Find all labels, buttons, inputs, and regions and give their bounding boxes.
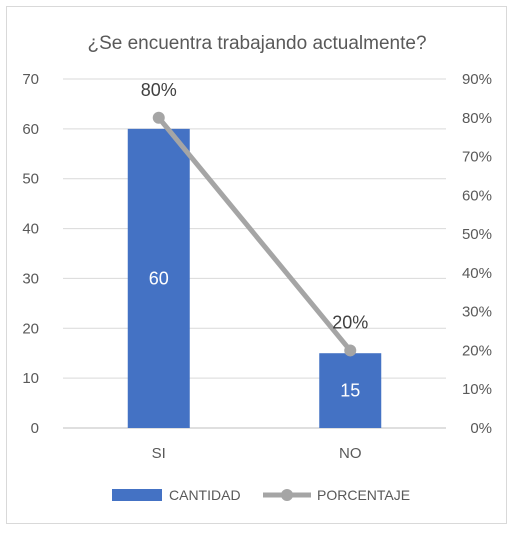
right-tick-label: 10% [462,381,492,398]
right-tick-label: 50% [462,226,492,243]
left-tick-label: 50 [22,171,39,188]
bar-value-label: 15 [340,381,360,401]
category-axis: SI NO [152,445,362,462]
percent-line: 80% 20% [141,80,368,357]
chart-frame: ¿Se encuentra trabajando actualmente? 0 1… [6,6,507,524]
percent-value-label: 80% [141,80,177,100]
legend-label: PORCENTAJE [317,487,410,503]
gridlines [63,78,446,429]
left-tick-label: 20 [22,320,39,337]
legend: CANTIDAD PORCENTAJE [112,487,410,503]
category-label: SI [152,445,166,462]
left-axis: 0 10 20 30 40 50 60 70 [22,71,39,437]
legend-label: CANTIDAD [169,487,241,503]
right-tick-label: 0% [470,420,492,437]
legend-swatch-bar [112,489,162,501]
right-tick-label: 30% [462,304,492,321]
combo-chart: ¿Se encuentra trabajando actualmente? 0 1… [22,33,492,503]
left-tick-label: 0 [31,420,39,437]
bars: 60 15 [127,128,382,428]
percent-value-label: 20% [332,312,368,332]
left-tick-label: 10 [22,370,39,387]
bar-si [127,128,190,428]
right-tick-label: 90% [462,71,492,88]
left-tick-label: 70 [22,71,39,88]
chart-title: ¿Se encuentra trabajando actualmente? [87,33,426,54]
percent-point [152,111,165,124]
bar-no [319,353,382,428]
right-tick-label: 80% [462,110,492,127]
left-tick-label: 40 [22,221,39,238]
right-tick-label: 70% [462,149,492,166]
right-tick-label: 20% [462,342,492,359]
left-tick-label: 60 [22,121,39,138]
percent-line-path [156,115,353,353]
category-label: NO [339,445,362,462]
right-tick-label: 60% [462,187,492,204]
bar-value-label: 60 [149,268,169,288]
right-axis: 0% 10% 20% 30% 40% 50% 60% 70% 80% 90% [462,71,492,437]
legend-swatch-marker [281,489,293,501]
left-tick-label: 30 [22,270,39,287]
percent-point [344,344,357,357]
right-tick-label: 40% [462,265,492,282]
